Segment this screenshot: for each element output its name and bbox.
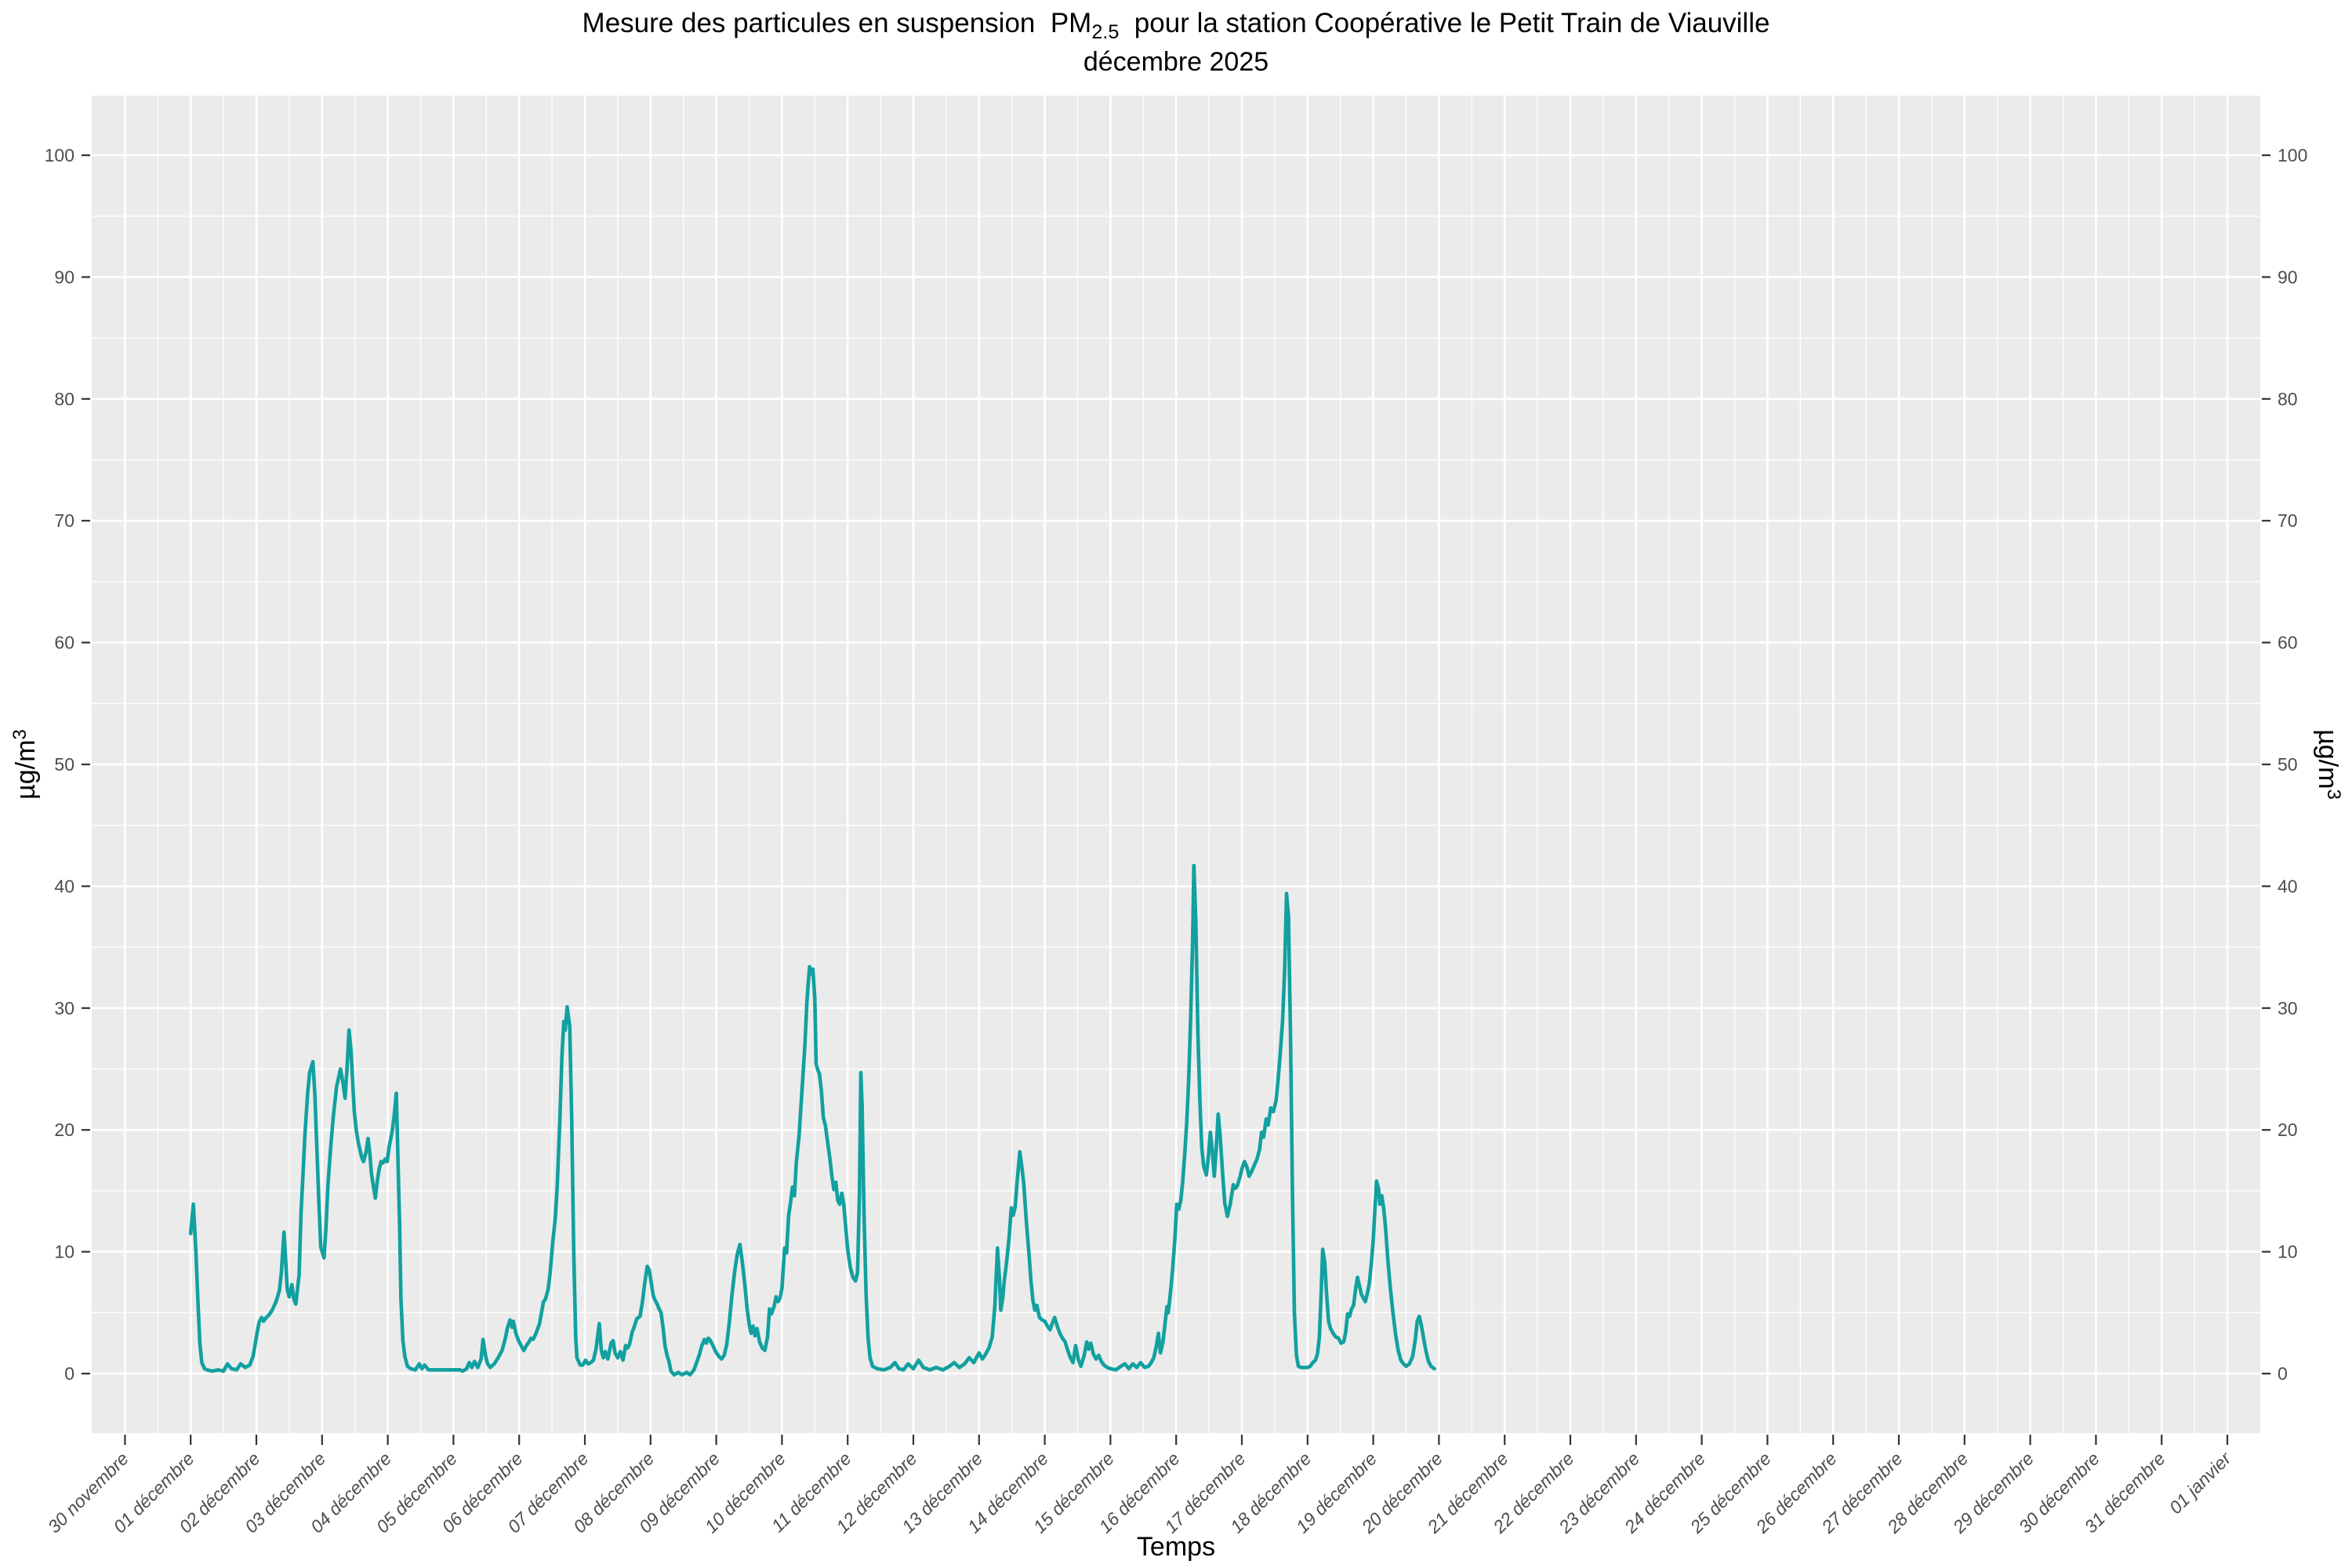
title-pm: PM <box>1050 8 1092 38</box>
y-tick-label: 30 <box>2278 998 2298 1018</box>
y-tick-label: 50 <box>2278 754 2298 775</box>
y-tick-label: 30 <box>54 998 74 1018</box>
y-tick-label: 60 <box>54 633 74 653</box>
y-tick-label: 90 <box>2278 267 2298 287</box>
x-tick-label: 01 janvier <box>2165 1447 2236 1518</box>
major-gridlines <box>92 96 2260 1433</box>
chart-subtitle: décembre 2025 <box>1083 47 1269 77</box>
y-axis-labels-left: 0 10 20 30 40 50 60 70 80 90 100 <box>45 145 74 1384</box>
y-tick-label: 60 <box>2278 633 2298 653</box>
y-tick-label: 100 <box>45 145 74 165</box>
y-tick-label: 80 <box>54 389 74 409</box>
y-tick-label: 80 <box>2278 389 2298 409</box>
y-tick-label: 70 <box>54 510 74 531</box>
x-axis-title: Temps <box>1137 1532 1215 1562</box>
y-tick-label: 90 <box>54 267 74 287</box>
y-tick-label: 10 <box>2278 1242 2298 1262</box>
title-suffix: pour la station Coopérative le Petit Tra… <box>1119 8 1770 38</box>
y-tick-label: 20 <box>2278 1120 2298 1140</box>
y-axis-labels-right: 0 10 20 30 40 50 60 70 80 90 100 <box>2278 145 2307 1384</box>
y-axis-title-right: µg/m3 <box>2313 729 2344 800</box>
y-axis-title-left: µg/m3 <box>9 729 41 800</box>
y-tick-label: 0 <box>2278 1363 2288 1384</box>
y-tick-label: 10 <box>54 1242 74 1262</box>
title-prefix: Mesure des particules en suspension <box>582 8 1051 38</box>
title-pm-subscript: 2.5 <box>1091 21 1120 43</box>
y-tick-label: 50 <box>54 754 74 775</box>
y-tick-label: 40 <box>2278 876 2298 896</box>
y-tick-label: 70 <box>2278 510 2298 531</box>
y-tick-label: 20 <box>54 1120 74 1140</box>
pm25-series-line <box>188 863 1436 1377</box>
y-tick-label: 100 <box>2278 145 2307 165</box>
y-tick-label: 40 <box>54 876 74 896</box>
y-tick-label: 0 <box>64 1363 74 1384</box>
axis-ticks <box>82 154 2270 1445</box>
chart-title: Mesure des particules en suspension PM2.… <box>0 8 2352 44</box>
